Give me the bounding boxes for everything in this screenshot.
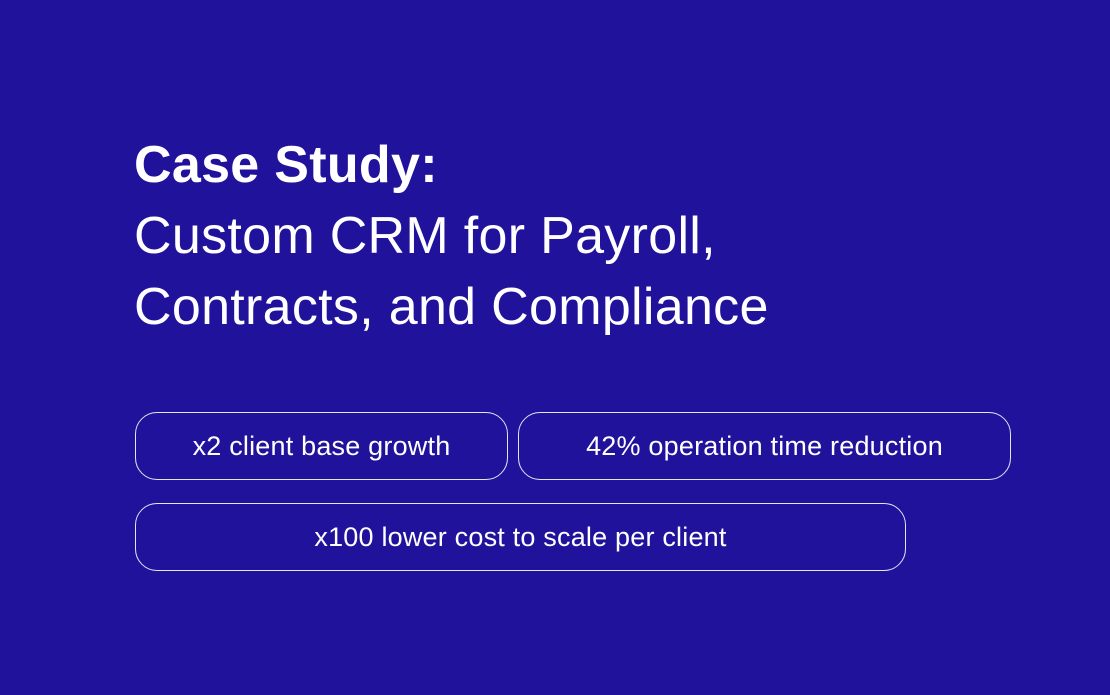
- metric-label: x2 client base growth: [192, 430, 451, 461]
- title-line-1: Custom CRM for Payroll,: [134, 207, 716, 265]
- metric-badge-client-growth: x2 client base growth: [135, 412, 508, 480]
- metric-label: 42% operation time reduction: [586, 430, 943, 461]
- metric-badge-time-reduction: 42% operation time reduction: [518, 412, 1011, 480]
- title-line-2: Contracts, and Compliance: [134, 278, 769, 336]
- title-heading: Case Study:: [134, 136, 438, 194]
- case-study-title: Case Study: Custom CRM for Payroll, Cont…: [134, 130, 769, 343]
- metric-label: x100 lower cost to scale per client: [314, 521, 727, 552]
- metric-badge-cost-to-scale: x100 lower cost to scale per client: [135, 503, 906, 571]
